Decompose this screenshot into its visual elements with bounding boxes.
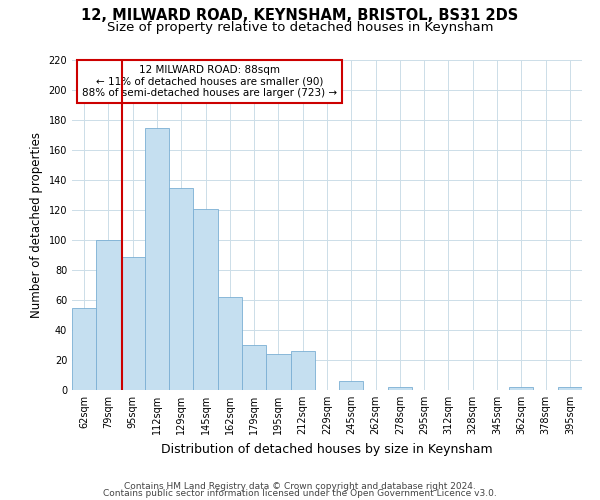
Bar xyxy=(509,387,533,390)
Bar xyxy=(290,351,315,390)
Text: Size of property relative to detached houses in Keynsham: Size of property relative to detached ho… xyxy=(107,21,493,34)
Bar xyxy=(145,128,169,390)
X-axis label: Distribution of detached houses by size in Keynsham: Distribution of detached houses by size … xyxy=(161,442,493,456)
Bar xyxy=(72,308,96,390)
Bar xyxy=(388,387,412,390)
Text: Contains public sector information licensed under the Open Government Licence v3: Contains public sector information licen… xyxy=(103,488,497,498)
Bar xyxy=(339,381,364,390)
Bar xyxy=(266,354,290,390)
Bar xyxy=(121,256,145,390)
Bar xyxy=(242,345,266,390)
Bar xyxy=(218,297,242,390)
Bar xyxy=(169,188,193,390)
Bar xyxy=(193,208,218,390)
Text: Contains HM Land Registry data © Crown copyright and database right 2024.: Contains HM Land Registry data © Crown c… xyxy=(124,482,476,491)
Y-axis label: Number of detached properties: Number of detached properties xyxy=(30,132,43,318)
Text: 12, MILWARD ROAD, KEYNSHAM, BRISTOL, BS31 2DS: 12, MILWARD ROAD, KEYNSHAM, BRISTOL, BS3… xyxy=(82,8,518,22)
Bar xyxy=(558,387,582,390)
Bar xyxy=(96,240,121,390)
Text: 12 MILWARD ROAD: 88sqm
← 11% of detached houses are smaller (90)
88% of semi-det: 12 MILWARD ROAD: 88sqm ← 11% of detached… xyxy=(82,65,337,98)
